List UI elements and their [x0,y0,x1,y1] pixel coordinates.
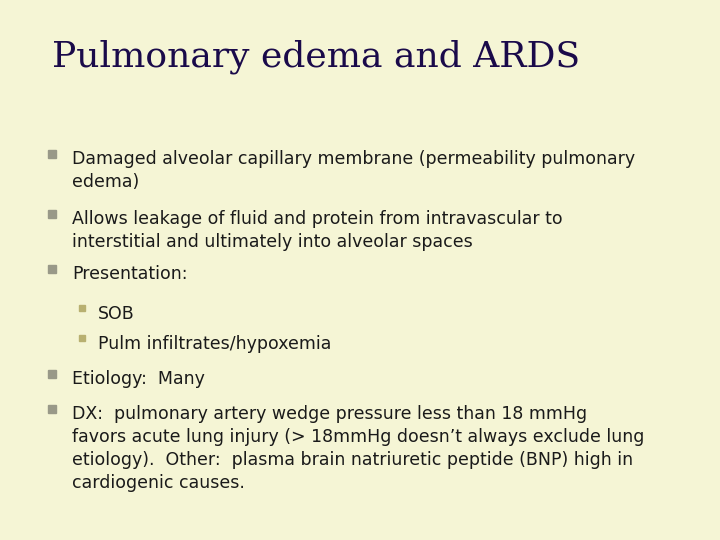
Text: SOB: SOB [98,305,135,323]
Bar [48,265,56,273]
Bar [48,150,56,158]
Text: Pulmonary edema and ARDS: Pulmonary edema and ARDS [52,40,580,75]
Text: Allows leakage of fluid and protein from intravascular to
interstitial and ultim: Allows leakage of fluid and protein from… [72,210,562,251]
Bar [79,305,85,311]
Text: Damaged alveolar capillary membrane (permeability pulmonary
edema): Damaged alveolar capillary membrane (per… [72,150,635,191]
Bar [48,210,56,218]
Text: Presentation:: Presentation: [72,265,187,283]
Bar [48,405,56,413]
Text: Pulm infiltrates/hypoxemia: Pulm infiltrates/hypoxemia [98,335,331,353]
Bar [48,370,56,378]
Bar [79,335,85,341]
Text: Etiology:  Many: Etiology: Many [72,370,205,388]
Text: DX:  pulmonary artery wedge pressure less than 18 mmHg
favors acute lung injury : DX: pulmonary artery wedge pressure less… [72,405,644,492]
